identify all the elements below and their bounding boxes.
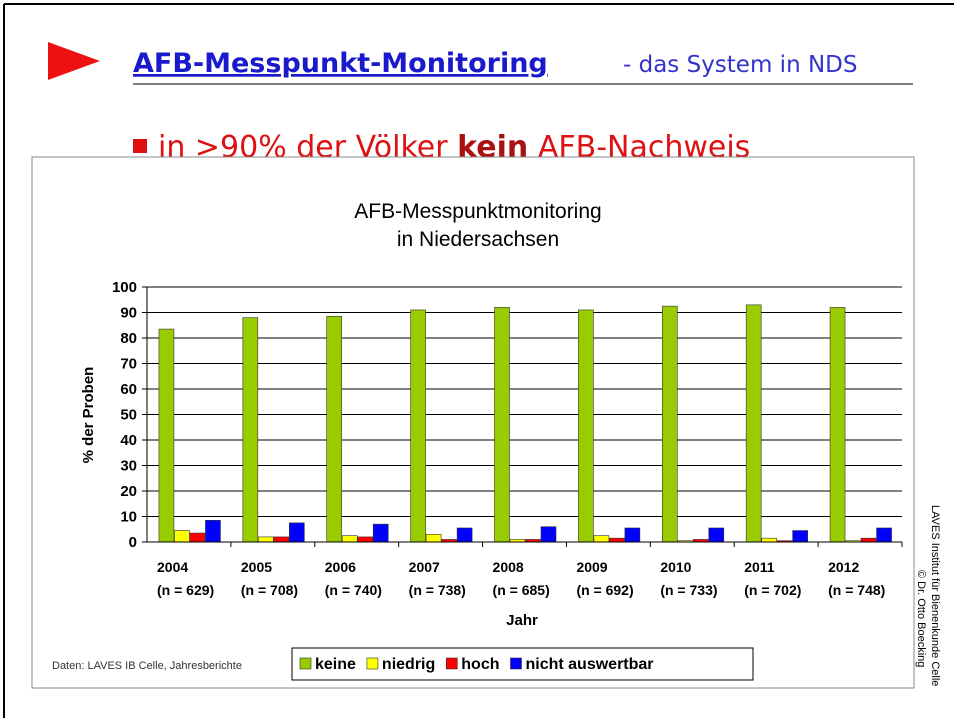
- bar: [829, 307, 846, 543]
- bar: [792, 530, 808, 543]
- bar: [609, 537, 625, 543]
- x-tick-label: 2005: [241, 559, 272, 575]
- bar: [624, 527, 641, 543]
- bar: [174, 530, 190, 543]
- y-tick-label: 10: [120, 509, 137, 526]
- y-tick-label: 70: [120, 356, 137, 373]
- sample-size: (n = 738): [409, 582, 466, 598]
- sample-size: (n = 629): [157, 582, 214, 598]
- chart-title: in Niedersachsen: [397, 228, 559, 251]
- bullet: [133, 139, 147, 153]
- legend-label: nicht auswertbar: [525, 656, 653, 673]
- bar: [258, 536, 274, 543]
- bar: [158, 328, 175, 543]
- sample-size: (n = 733): [660, 582, 717, 598]
- bar: [242, 317, 259, 543]
- x-tick-label: 2011: [744, 559, 775, 575]
- bar: [189, 532, 206, 543]
- y-tick-label: 0: [129, 534, 137, 551]
- bar: [289, 522, 305, 543]
- x-axis-label: Jahr: [506, 612, 538, 629]
- legend-label: hoch: [461, 656, 499, 673]
- bar: [357, 536, 374, 543]
- source-note: Daten: LAVES IB Celle, Jahresberichte: [52, 660, 242, 672]
- bar: [494, 307, 510, 543]
- chart-title: AFB-Messpunktmonitoring: [354, 200, 601, 223]
- y-tick-label: 40: [120, 432, 137, 449]
- credit: © Dr. Otto Boecking: [915, 570, 927, 667]
- bar: [540, 526, 557, 543]
- y-tick-label: 50: [120, 407, 137, 424]
- legend-label: keine: [315, 656, 356, 673]
- bar: [708, 527, 725, 543]
- sample-size: (n = 708): [241, 582, 298, 598]
- bar: [761, 537, 777, 543]
- slide-title: AFB-Messpunkt-Monitoring: [133, 48, 548, 79]
- sample-size: (n = 692): [576, 582, 633, 598]
- chart: AFB-Messpunktmonitoring in Niedersachsen…: [31, 156, 915, 689]
- sample-size: (n = 702): [744, 582, 801, 598]
- x-tick-label: 2006: [325, 559, 356, 575]
- sample-size: (n = 740): [325, 582, 382, 598]
- y-tick-label: 100: [112, 279, 137, 296]
- legend-label: niedrig: [382, 656, 435, 673]
- y-tick-label: 90: [120, 305, 137, 322]
- bar: [745, 304, 762, 543]
- slide-subtitle: - das System in NDS: [623, 52, 857, 78]
- bar: [593, 535, 610, 543]
- legend-swatch: [510, 657, 522, 670]
- bar: [273, 536, 290, 543]
- sample-size: (n = 748): [828, 582, 885, 598]
- bar: [372, 523, 389, 543]
- bar: [661, 305, 678, 543]
- bar: [876, 527, 892, 543]
- bar: [425, 534, 442, 543]
- x-tick-label: 2012: [828, 559, 859, 575]
- y-tick-label: 60: [120, 381, 137, 398]
- x-tick-label: 2009: [576, 559, 607, 575]
- y-tick-label: 30: [120, 458, 137, 475]
- legend: [291, 647, 754, 681]
- x-tick-label: 2007: [409, 559, 440, 575]
- bar: [341, 535, 358, 543]
- x-tick-label: 2008: [493, 559, 524, 575]
- chart-frame: [31, 156, 915, 689]
- x-tick-label: 2010: [660, 559, 691, 575]
- bar: [326, 316, 343, 543]
- bar: [205, 520, 221, 543]
- bar: [410, 309, 426, 543]
- x-tick-label: 2004: [157, 559, 188, 575]
- legend-swatch: [366, 657, 379, 670]
- y-axis-label: % der Proben: [80, 367, 97, 464]
- credit: LAVES Institut für Bienenkunde Celle: [929, 505, 941, 686]
- legend-swatch: [299, 657, 312, 670]
- bar: [578, 309, 594, 543]
- bar: [860, 537, 877, 543]
- y-tick-label: 80: [120, 330, 137, 347]
- arrow-icon: [48, 42, 100, 80]
- legend-swatch: [445, 657, 458, 670]
- sample-size: (n = 685): [493, 582, 550, 598]
- y-tick-label: 20: [120, 483, 137, 500]
- bar: [456, 527, 473, 543]
